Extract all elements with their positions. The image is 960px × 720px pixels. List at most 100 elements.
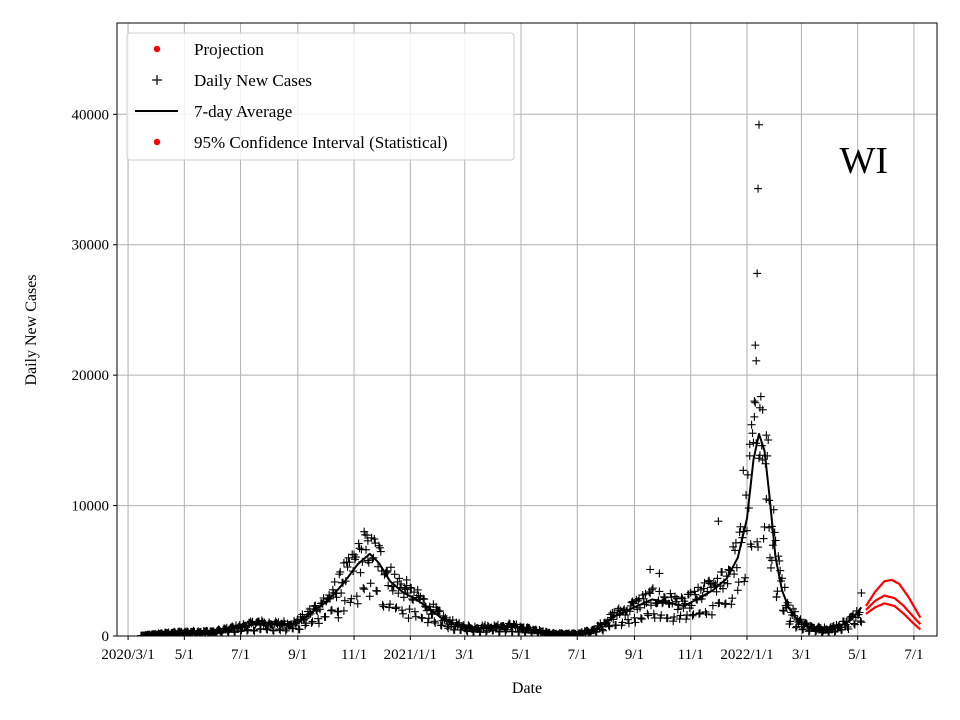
daily-case-point bbox=[390, 570, 399, 579]
daily-case-point bbox=[702, 609, 711, 618]
daily-case-point bbox=[755, 403, 764, 412]
daily-case-point bbox=[713, 574, 722, 583]
legend-label: Projection bbox=[194, 40, 264, 59]
daily-case-point bbox=[740, 577, 749, 586]
daily-case-point bbox=[646, 565, 655, 574]
daily-case-point bbox=[798, 625, 807, 634]
daily-case-point bbox=[314, 614, 323, 623]
daily-case-point bbox=[339, 558, 348, 567]
confidence-interval-line bbox=[865, 602, 922, 631]
daily-case-point bbox=[849, 619, 858, 628]
daily-case-point bbox=[644, 611, 653, 620]
daily-case-point bbox=[770, 528, 779, 537]
daily-case-point bbox=[388, 586, 397, 595]
x-tick-label: 11/1 bbox=[678, 647, 704, 663]
daily-case-point bbox=[682, 615, 691, 624]
daily-case-point bbox=[401, 585, 410, 594]
daily-case-point bbox=[598, 625, 607, 634]
daily-case-point bbox=[707, 583, 716, 592]
daily-case-point bbox=[768, 541, 777, 550]
daily-case-point bbox=[391, 604, 400, 613]
daily-case-point bbox=[695, 609, 704, 618]
daily-case-point bbox=[759, 534, 768, 543]
daily-case-point bbox=[269, 626, 278, 635]
daily-case-point bbox=[379, 602, 388, 611]
daily-case-point bbox=[730, 546, 739, 555]
daily-case-point bbox=[844, 624, 853, 633]
daily-case-point bbox=[734, 578, 743, 587]
x-tick-label: 9/1 bbox=[625, 647, 644, 663]
y-tick-label: 0 bbox=[102, 629, 110, 645]
daily-case-point bbox=[723, 579, 732, 588]
daily-case-point bbox=[363, 536, 372, 545]
daily-case-point bbox=[364, 558, 373, 567]
daily-case-point bbox=[747, 420, 756, 429]
daily-case-point bbox=[659, 592, 668, 601]
daily-case-point bbox=[378, 600, 387, 609]
daily-case-point bbox=[753, 269, 762, 278]
daily-case-point bbox=[695, 608, 704, 617]
daily-case-point bbox=[712, 587, 721, 596]
daily-case-point bbox=[683, 610, 692, 619]
daily-case-point bbox=[356, 568, 365, 577]
projection-line bbox=[865, 594, 922, 626]
daily-case-point bbox=[262, 624, 271, 633]
daily-case-point bbox=[786, 617, 795, 626]
daily-case-point bbox=[374, 541, 383, 550]
daily-case-point bbox=[397, 579, 406, 588]
daily-case-point bbox=[755, 451, 764, 460]
daily-case-point bbox=[754, 543, 763, 552]
daily-case-point bbox=[308, 617, 317, 626]
daily-case-point bbox=[657, 611, 666, 620]
daily-case-point bbox=[420, 595, 429, 604]
daily-case-point bbox=[295, 625, 304, 634]
plot-content bbox=[136, 120, 922, 636]
daily-case-point bbox=[673, 605, 682, 614]
daily-case-point bbox=[347, 594, 356, 603]
x-tick-label: 3/1 bbox=[792, 647, 811, 663]
daily-case-point bbox=[624, 619, 633, 628]
x-tick-label: 3/1 bbox=[455, 647, 474, 663]
daily-case-point bbox=[706, 579, 715, 588]
daily-case-point bbox=[311, 601, 320, 610]
daily-case-point bbox=[327, 606, 336, 615]
daily-case-point bbox=[376, 547, 385, 556]
daily-case-point bbox=[605, 622, 614, 631]
daily-case-point bbox=[636, 614, 645, 623]
daily-case-point bbox=[345, 558, 354, 567]
daily-case-point bbox=[393, 577, 402, 586]
daily-case-point bbox=[414, 591, 423, 600]
daily-case-point bbox=[362, 545, 371, 554]
daily-case-point bbox=[315, 619, 324, 628]
daily-case-point bbox=[365, 592, 374, 601]
daily-case-point bbox=[392, 603, 401, 612]
daily-case-point bbox=[727, 600, 736, 609]
daily-case-point bbox=[298, 610, 307, 619]
daily-case-point bbox=[715, 598, 724, 607]
daily-case-point bbox=[751, 341, 760, 350]
y-tick-label: 10000 bbox=[72, 499, 110, 515]
daily-case-point bbox=[618, 618, 627, 627]
daily-case-point bbox=[395, 574, 404, 583]
daily-case-point bbox=[646, 589, 655, 598]
daily-case-point bbox=[754, 184, 763, 193]
daily-case-point bbox=[599, 626, 608, 635]
x-tick-label: 2021/1/1 bbox=[384, 647, 437, 663]
daily-case-point bbox=[655, 569, 664, 578]
daily-case-point bbox=[792, 622, 801, 631]
daily-case-point bbox=[766, 563, 775, 572]
daily-case-point bbox=[330, 577, 339, 586]
daily-case-point bbox=[641, 589, 650, 598]
daily-case-point bbox=[760, 522, 769, 531]
daily-case-point bbox=[332, 593, 341, 602]
daily-case-point bbox=[753, 537, 762, 546]
daily-case-point bbox=[843, 622, 852, 631]
daily-case-point bbox=[339, 606, 348, 615]
legend-label: Daily New Cases bbox=[194, 71, 312, 90]
daily-case-point bbox=[360, 527, 369, 536]
daily-case-point bbox=[360, 585, 369, 594]
daily-case-point bbox=[275, 624, 284, 633]
daily-case-point bbox=[423, 618, 432, 627]
y-tick-label: 40000 bbox=[72, 107, 110, 123]
daily-case-point bbox=[370, 534, 379, 543]
